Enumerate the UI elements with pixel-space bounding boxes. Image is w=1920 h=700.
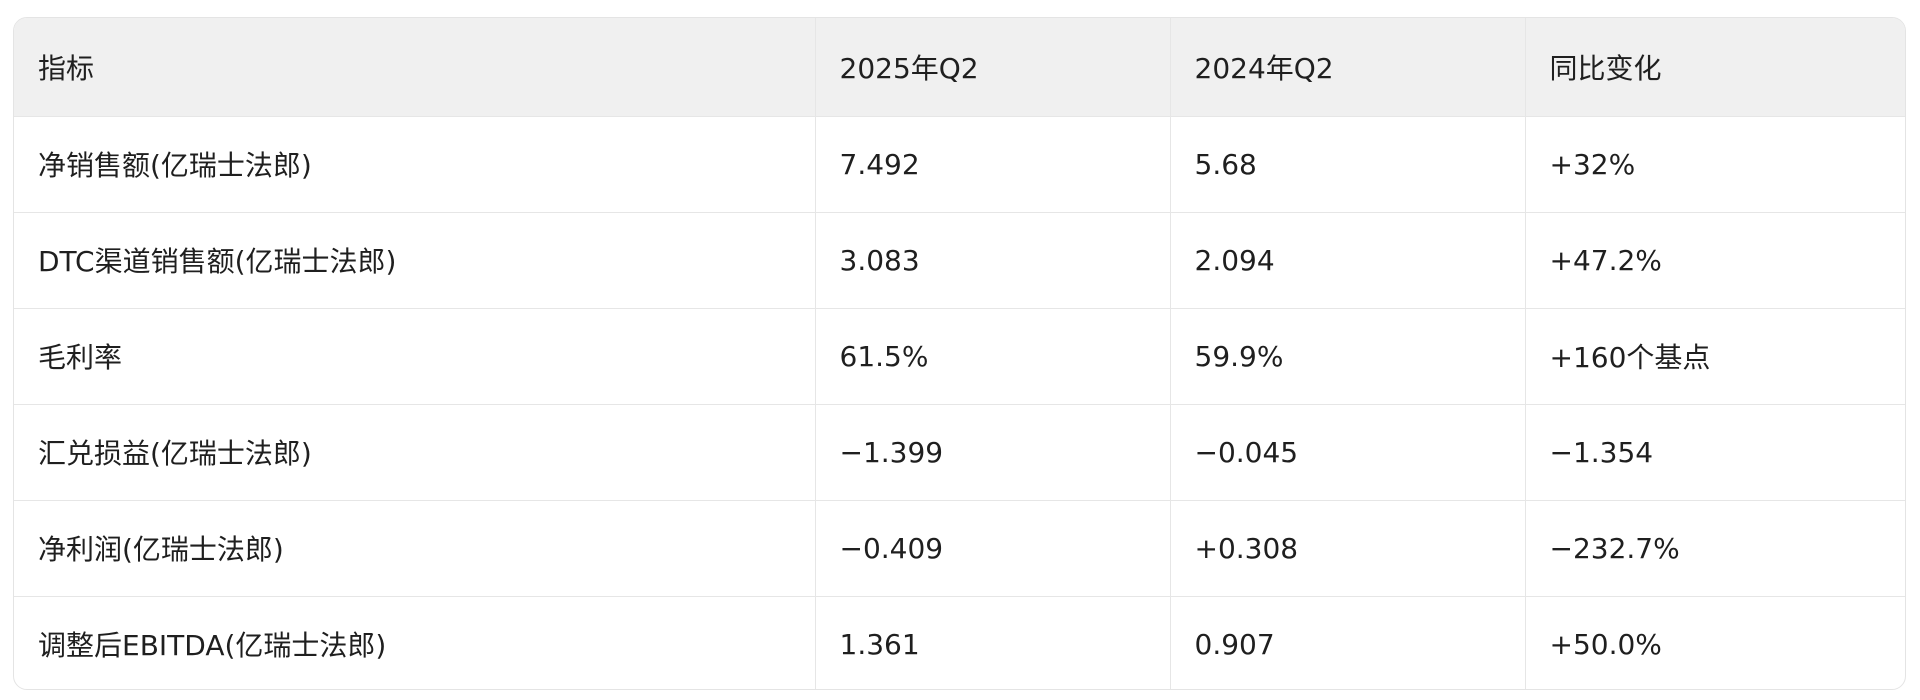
value-2025-cell: 3.083 bbox=[815, 212, 1171, 309]
value-2024-cell: 2.094 bbox=[1170, 212, 1526, 309]
value-2025-cell: 1.361 bbox=[815, 596, 1171, 689]
header-2025-q2: 2025年Q2 bbox=[815, 18, 1171, 117]
table-row: 净利润(亿瑞士法郎) −0.409 +0.308 −232.7% bbox=[14, 500, 1905, 597]
value-2024-cell: 59.9% bbox=[1170, 308, 1526, 405]
value-2025-cell: −0.409 bbox=[815, 500, 1171, 597]
table-row: 汇兑损益(亿瑞士法郎) −1.399 −0.045 −1.354 bbox=[14, 404, 1905, 501]
value-2025-cell: 7.492 bbox=[815, 116, 1171, 213]
metric-cell: 净利润(亿瑞士法郎) bbox=[14, 500, 816, 597]
financial-table-card: 指标 2025年Q2 2024年Q2 同比变化 净销售额(亿瑞士法郎) 7.49… bbox=[13, 17, 1906, 690]
table-row: 调整后EBITDA(亿瑞士法郎) 1.361 0.907 +50.0% bbox=[14, 596, 1905, 689]
table-header: 指标 2025年Q2 2024年Q2 同比变化 bbox=[14, 18, 1905, 117]
financial-metrics-table: 指标 2025年Q2 2024年Q2 同比变化 净销售额(亿瑞士法郎) 7.49… bbox=[14, 18, 1905, 689]
table-body: 净销售额(亿瑞士法郎) 7.492 5.68 +32% DTC渠道销售额(亿瑞士… bbox=[14, 116, 1905, 689]
table-row: 净销售额(亿瑞士法郎) 7.492 5.68 +32% bbox=[14, 116, 1905, 213]
table-row: 毛利率 61.5% 59.9% +160个基点 bbox=[14, 308, 1905, 405]
metric-cell: 净销售额(亿瑞士法郎) bbox=[14, 116, 816, 213]
value-2024-cell: −0.045 bbox=[1170, 404, 1526, 501]
table-row: DTC渠道销售额(亿瑞士法郎) 3.083 2.094 +47.2% bbox=[14, 212, 1905, 309]
metric-cell: DTC渠道销售额(亿瑞士法郎) bbox=[14, 212, 816, 309]
change-cell: +50.0% bbox=[1549, 627, 1662, 661]
metric-cell: 毛利率 bbox=[14, 308, 816, 405]
header-2024-q2: 2024年Q2 bbox=[1170, 18, 1526, 117]
metric-cell: 调整后EBITDA(亿瑞士法郎) bbox=[14, 596, 816, 689]
metric-cell: 汇兑损益(亿瑞士法郎) bbox=[14, 404, 816, 501]
value-2024-cell: +0.308 bbox=[1170, 500, 1526, 597]
value-2024-cell: 0.907 bbox=[1170, 596, 1526, 689]
change-cell: +47.2% bbox=[1525, 212, 1905, 309]
change-cell: +160个基点 bbox=[1525, 308, 1905, 405]
value-2025-cell: 61.5% bbox=[815, 308, 1171, 405]
change-cell: −1.354 bbox=[1525, 404, 1905, 501]
header-row: 指标 2025年Q2 2024年Q2 同比变化 bbox=[14, 18, 1905, 117]
change-cell: +32% bbox=[1525, 116, 1905, 213]
value-2024-cell: 5.68 bbox=[1170, 116, 1526, 213]
header-metric: 指标 bbox=[14, 18, 816, 117]
header-yoy-change: 同比变化 bbox=[1525, 18, 1905, 117]
value-2025-cell: −1.399 bbox=[815, 404, 1171, 501]
change-cell: −232.7% bbox=[1525, 500, 1905, 597]
